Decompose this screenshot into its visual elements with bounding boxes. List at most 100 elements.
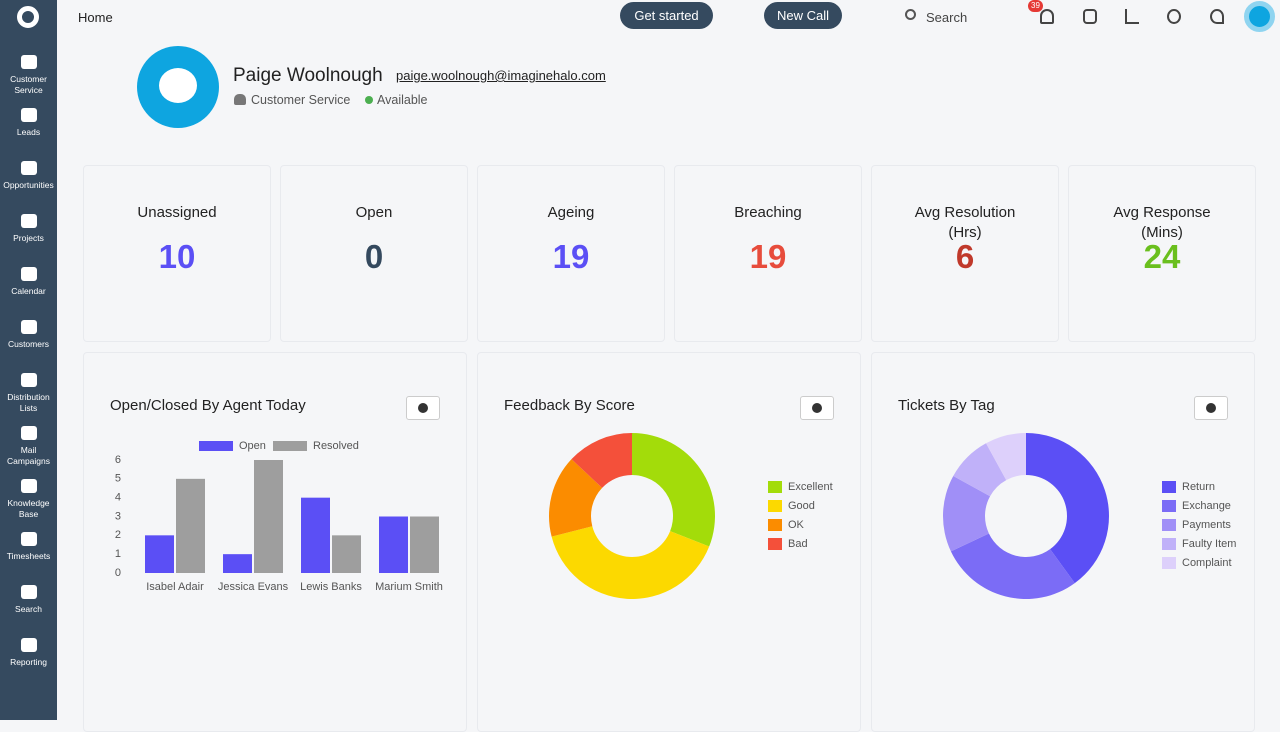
sidebar-label: Reporting (10, 657, 47, 667)
sidebar-item[interactable]: Mail Campaigns (0, 426, 57, 467)
sidebar-item[interactable]: Timesheets (0, 532, 57, 562)
help-icon[interactable] (1210, 9, 1224, 24)
legend-label: Open (239, 440, 266, 452)
legend-label: Payments (1182, 519, 1231, 531)
open-button[interactable] (406, 396, 440, 420)
sidebar-label: Leads (16, 127, 41, 137)
sidebar-item[interactable]: Calendar (0, 267, 57, 297)
chart: Return Exchange Payments Faulty Item Complai… (943, 433, 1236, 599)
donut-segment (571, 433, 632, 488)
legend-swatch (1162, 538, 1176, 550)
legend-swatch (768, 538, 782, 550)
stat-card: Breaching 19 (674, 165, 862, 342)
sidebar-item[interactable]: Distribution Lists (0, 373, 57, 414)
chart-title: Feedback By Score (504, 397, 635, 414)
y-tick-label: 0 (115, 567, 121, 579)
clock-icon[interactable] (1167, 9, 1181, 24)
sidebar-label: Customers (7, 339, 50, 349)
stat-value: 0 (364, 238, 384, 275)
sidebar-icon (20, 426, 37, 440)
y-tick-label: 4 (115, 492, 121, 504)
legend-label: Resolved (313, 440, 359, 452)
legend-swatch (1162, 519, 1176, 531)
y-tick-label: 5 (115, 473, 121, 485)
stat-card: Unassigned 10 (83, 165, 271, 342)
user-avatar[interactable] (1244, 1, 1275, 32)
legend-swatch (199, 441, 233, 451)
search[interactable]: Search (926, 10, 968, 25)
legend-label: Exchange (1182, 500, 1231, 512)
bar (176, 478, 205, 573)
sidebar-icon (20, 214, 37, 228)
chart-title: Tickets By Tag (898, 397, 995, 414)
sidebar-item[interactable]: Projects (0, 214, 57, 244)
legend-swatch (1162, 481, 1176, 493)
sidebar-item[interactable]: Search (0, 585, 57, 615)
get-started-button[interactable]: Get started (620, 2, 713, 29)
y-tick-label: 6 (115, 454, 121, 466)
sidebar-label: Timesheets (6, 551, 51, 561)
sidebar-icon (20, 479, 37, 493)
logo[interactable] (17, 6, 39, 28)
sidebar-item[interactable]: Leads (0, 108, 57, 138)
chart-panel: Feedback By Score Excellent Good OK Bad (477, 352, 861, 732)
stat-label: Avg Response (Mins) (1113, 204, 1211, 241)
sidebar-label: Customer Service (10, 74, 47, 95)
feed-icon[interactable] (1125, 9, 1139, 24)
bar (332, 535, 361, 573)
bar (379, 516, 408, 573)
breadcrumb[interactable]: Home (78, 10, 113, 25)
sidebar-label: Calendar (11, 286, 46, 296)
open-button[interactable] (1194, 396, 1228, 420)
stat-value: 19 (552, 238, 590, 275)
y-tick-label: 2 (115, 529, 121, 541)
legend-label: Excellent (788, 481, 833, 493)
legend-swatch (768, 481, 782, 493)
team-icon (234, 94, 246, 105)
sidebar-icon (20, 373, 37, 387)
sidebar-icon (20, 320, 37, 334)
stat-label: Unassigned (137, 204, 217, 221)
sidebar-item[interactable]: Opportunities (0, 161, 57, 191)
bar (254, 460, 283, 573)
notification-badge: 39 (1028, 0, 1043, 12)
bar (301, 497, 330, 573)
sidebar-item[interactable]: Customer Service (0, 55, 57, 96)
sidebar-item[interactable]: Knowledge Base (0, 479, 57, 520)
x-tick-label: Jessica Evans (218, 581, 289, 593)
x-tick-label: Lewis Banks (300, 581, 362, 593)
new-call-button[interactable]: New Call (764, 2, 842, 29)
bell-icon[interactable] (1040, 9, 1054, 24)
donut-segment (950, 533, 1075, 599)
status-dropdown[interactable]: Available (377, 93, 428, 107)
x-tick-label: Isabel Adair (146, 581, 204, 593)
open-button[interactable] (800, 396, 834, 420)
chart: 0 1 2 3 4 5 6 Open Resolved Isabel Adair Jessica E… (115, 440, 443, 593)
profile-email[interactable]: paige.woolnough@imaginehalo.com (396, 68, 606, 83)
sidebar-icon (20, 55, 37, 69)
stat-card: Open 0 (280, 165, 468, 342)
stat-label: Avg Resolution (Hrs) (914, 204, 1016, 241)
stat-label: Ageing (547, 204, 595, 221)
donut-segment (549, 459, 603, 537)
legend-swatch (1162, 557, 1176, 569)
clipboard-icon[interactable] (1083, 9, 1097, 24)
sidebar-item[interactable]: Reporting (0, 638, 57, 668)
legend-label: Good (788, 500, 815, 512)
donut-segment (986, 433, 1026, 481)
sidebar-label: Search (15, 604, 42, 614)
legend-label: Complaint (1182, 557, 1232, 569)
donut-segment (953, 443, 1007, 497)
sidebar-label: Distribution Lists (7, 392, 50, 413)
sidebar-item[interactable]: Customers (0, 320, 57, 350)
sidebar-icon (20, 585, 37, 599)
chart-panel: Open/Closed By Agent Today 0 1 2 3 4 5 6 Open Res… (83, 352, 467, 732)
sidebar-icon (20, 638, 37, 652)
donut-segment (632, 433, 715, 547)
y-tick-label: 1 (115, 548, 121, 560)
donut-segment (1026, 433, 1109, 584)
sidebar-label: Projects (13, 233, 44, 243)
bar (410, 516, 439, 573)
chat-icon (159, 68, 197, 103)
